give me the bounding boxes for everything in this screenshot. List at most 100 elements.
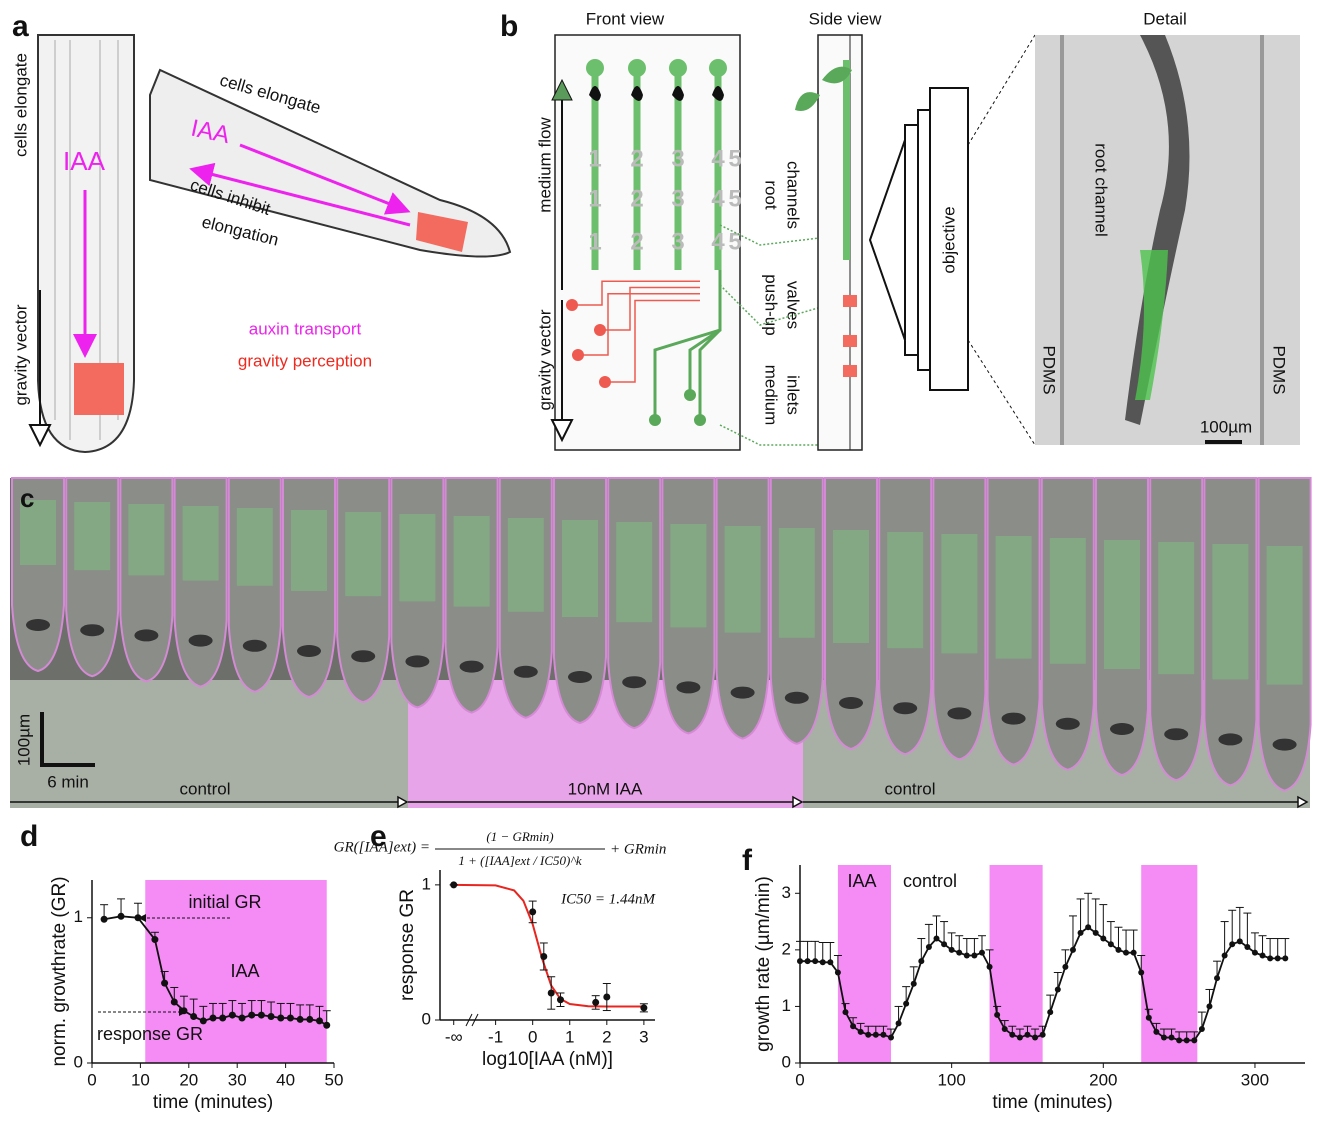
legend-entry: auxin transport [249, 319, 362, 338]
data-point [134, 914, 142, 922]
y-tick-label: 3 [782, 883, 791, 902]
data-point [918, 958, 925, 965]
annotation: 1 + ([IAA]ext / IC50)^k [458, 853, 582, 868]
channel-number: 5 [728, 145, 741, 172]
x-tick-label: 3 [639, 1027, 648, 1046]
channel-number: 1 [588, 145, 601, 172]
data-point [925, 944, 932, 951]
channel-number: 1 [588, 228, 601, 255]
data-point [842, 1009, 849, 1016]
y-tick-label: 0 [422, 1009, 431, 1028]
columella [459, 660, 484, 673]
data-point [804, 958, 811, 965]
data-point [941, 941, 948, 948]
arrow-label: medium flow [535, 117, 554, 213]
objective-label: objective [939, 206, 958, 273]
cells-label: elongation [200, 212, 281, 249]
panel-label: f [742, 844, 753, 877]
data-point [986, 963, 993, 970]
y-axis-label: response GR [397, 889, 418, 1001]
reporter-signal [1212, 544, 1249, 680]
data-point [797, 958, 803, 965]
data-line [103, 915, 328, 1027]
data-point [592, 998, 600, 1006]
data-point [956, 949, 963, 956]
part-label: root [762, 180, 781, 210]
pdms-label: PDMS [1040, 345, 1059, 394]
panel-a: a IAA cells elongate gravity vector cell… [11, 10, 512, 454]
reporter-signal [74, 502, 111, 571]
data-point [1191, 1037, 1198, 1044]
view-title: Side view [809, 9, 882, 28]
data-point [1062, 963, 1069, 970]
data-point [603, 993, 611, 1001]
data-point [1168, 1034, 1175, 1041]
columella [1272, 738, 1297, 751]
channel-number: 4 [711, 145, 725, 172]
channel-number: 3 [671, 185, 684, 212]
reporter-signal [995, 536, 1032, 659]
data-point [948, 946, 955, 953]
channel-number: 2 [630, 228, 643, 255]
view-title: Front view [586, 9, 665, 28]
data-point [1251, 949, 1258, 956]
treatment-shade [837, 865, 891, 1063]
data-point [1214, 975, 1221, 982]
gravity-arrowhead [550, 419, 574, 443]
valve [843, 365, 857, 377]
data-point [286, 1014, 294, 1022]
data-point [1085, 924, 1092, 931]
x-tick-label: 50 [325, 1070, 344, 1089]
x-axis-label: time (minutes) [153, 1092, 273, 1113]
y-axis-label: growth rate (µm/min) [753, 876, 774, 1052]
y-tick-label: 2 [782, 939, 791, 958]
seedling [589, 86, 601, 101]
data-point [1077, 929, 1084, 936]
channels: 1 2 3 4 51 2 3 4 51 2 3 4 5 [566, 59, 742, 426]
medium-control [10, 680, 408, 808]
treatment-shade [1141, 865, 1198, 1063]
reporter-signal [1158, 542, 1195, 675]
reporter-signal [236, 508, 273, 586]
channel-number: 5 [728, 228, 741, 255]
data-point [1236, 938, 1243, 945]
columella [1110, 723, 1134, 735]
data-point [180, 1007, 188, 1015]
columella [80, 624, 105, 637]
data-point [1069, 946, 1076, 953]
valve-line [572, 280, 700, 306]
seed-well [709, 59, 727, 77]
x-tick-label: 20 [179, 1070, 198, 1089]
seedling [631, 86, 643, 101]
data-point [834, 969, 841, 976]
data-point [1039, 1031, 1046, 1038]
data-point [1274, 955, 1281, 962]
x-tick-label: 300 [1241, 1070, 1269, 1089]
x-tick-label: 2 [602, 1027, 611, 1046]
data-point [306, 1015, 314, 1023]
annotation: IC50 = 1.44nM [560, 891, 656, 907]
data-point [1183, 1037, 1190, 1044]
panel-label: c [20, 483, 34, 513]
flow-arrowhead [551, 78, 573, 101]
columella [1218, 733, 1243, 746]
columella [1055, 717, 1080, 730]
reporter-signal [291, 510, 327, 591]
statocytes [416, 212, 468, 252]
reporter-signal [724, 526, 761, 633]
scale-label: 100µm [1200, 417, 1252, 436]
data-point [812, 958, 819, 965]
scale-bar [40, 712, 95, 767]
data-point [199, 1017, 207, 1025]
chip-side [817, 34, 863, 451]
part-label: channels [784, 161, 803, 229]
columella [297, 645, 321, 657]
seedling [712, 86, 724, 101]
leader-lines [719, 224, 846, 446]
data-point [257, 1011, 265, 1019]
valve-line [605, 299, 700, 383]
condition-label: control [179, 779, 230, 798]
panel-c: c 100µm 6 min control 10nM IAA control [10, 477, 1312, 809]
